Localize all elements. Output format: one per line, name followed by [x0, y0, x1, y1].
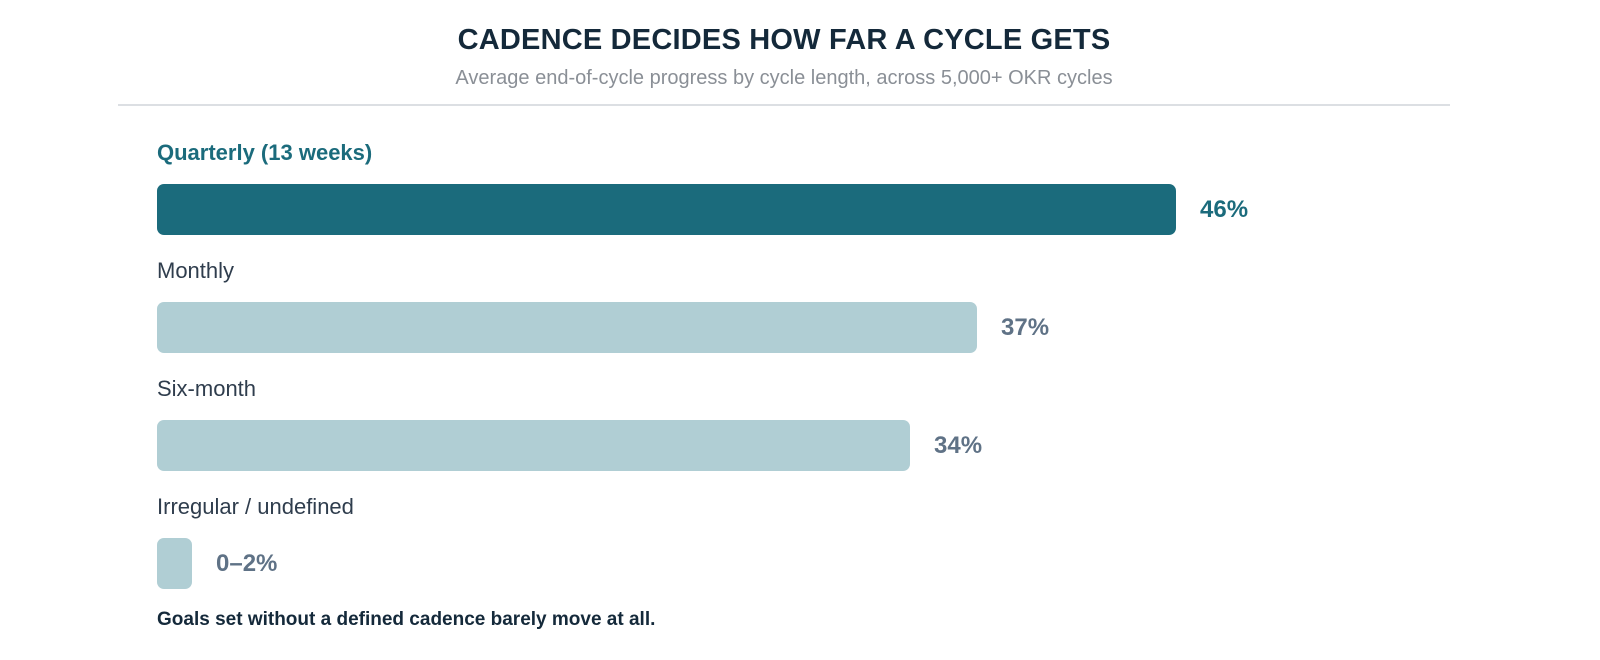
- category-label: Monthly: [157, 258, 235, 283]
- chart-annotation: Goals set without a defined cadence bare…: [157, 609, 656, 630]
- bar-row: Quarterly (13 weeks) 46%: [157, 140, 1457, 240]
- data-label: 0–2%: [216, 550, 278, 577]
- chart-title: CADENCE DECIDES HOW FAR A CYCLE GETS: [457, 24, 1111, 56]
- chart-header: CADENCE DECIDES HOW FAR A CYCLE GETS Ave…: [118, 0, 1450, 106]
- category-label: Irregular / undefined: [157, 494, 354, 519]
- bar: [157, 538, 192, 589]
- bar-row: Irregular / undefined 0–2%: [157, 494, 1457, 594]
- bar-chart: Quarterly (13 weeks) 46% Monthly 37% Six-mon…: [157, 140, 1457, 600]
- data-label: 37%: [1001, 314, 1050, 341]
- data-label: 34%: [934, 432, 983, 459]
- bar: [157, 184, 1176, 235]
- chart-subtitle: Average end-of-cycle progress by cycle l…: [455, 67, 1113, 89]
- category-label: Six-month: [157, 376, 257, 401]
- bar: [157, 420, 910, 471]
- category-label: Quarterly (13 weeks): [157, 140, 373, 165]
- bar-row: Six-month 34%: [157, 376, 1457, 476]
- bar: [157, 302, 977, 353]
- data-label: 46%: [1200, 196, 1249, 223]
- bar-row: Monthly 37%: [157, 258, 1457, 358]
